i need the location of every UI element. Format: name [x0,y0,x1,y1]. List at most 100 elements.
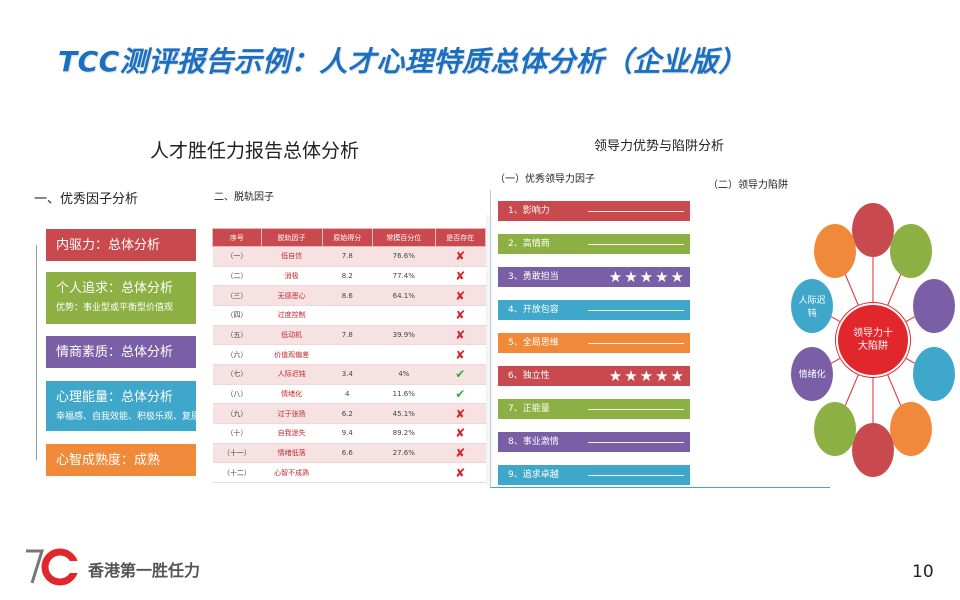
cross-icon: ✘ [455,406,466,421]
trap-label: 人际迟钝 [798,296,826,319]
leadership-trap-heading: （二）领导力陷阱 [708,180,788,191]
factor-title: 心理能量：总体分析 [56,390,174,405]
bar-divider-line [588,211,684,212]
trap-center-label: 领导力十大陷阱 [853,328,893,352]
table-row: （十） 自我迷失 9.4 89.2% ✘ [212,423,486,444]
derail-factor-heading: 二、脱轨因子 [214,192,274,203]
leadership-heading: 领导力优势与陷阱分析 [594,139,725,154]
column-header: 原始得分 [321,228,373,247]
row-number-cell: （三） [212,285,262,306]
leadership-factor-label: 3、勇敢担当 [508,272,559,282]
factor-name-cell: 低自信 [261,246,323,267]
cross-icon: ✘ [455,249,466,264]
cross-icon: ✘ [455,268,466,283]
trap-circle [889,401,932,456]
column-header: 常模百分位 [371,228,436,247]
table-row: （一） 低自信 7.8 76.6% ✘ [212,246,486,267]
percentile-cell: 11.6% [372,384,436,405]
percentile-cell: 64.1% [372,285,436,306]
row-number-cell: （九） [212,403,262,424]
factor-box-5: 心智成熟度：成熟 [46,444,196,476]
cross-icon: ✘ [455,347,466,362]
check-icon: ✔ [455,386,466,401]
factor-name-cell: 无感恩心 [261,285,323,306]
trap-circle [814,401,857,456]
factor-box-4: 心理能量：总体分析 幸福感、自我效能、积极乐观、复原力 [46,381,196,431]
cross-mark-cell: ✘ [435,305,486,326]
leadership-factor-label: 5、全局思维 [508,338,559,348]
factor-desc: 优势：事业型或平衡型价值观 [56,303,174,313]
factor-name-cell: 过于张扬 [261,403,323,424]
cross-mark-cell: ✘ [435,462,486,483]
raw-score-cell: 7.8 [322,246,373,267]
leadership-factor-label: 1、影响力 [508,206,550,216]
factor-title: 心智成熟度：成熟 [56,453,161,468]
table-row: （十一） 情绪低落 6.6 27.6% ✘ [212,443,486,464]
leadership-factor-label: 2、高情商 [508,239,550,249]
trap-circle [912,346,955,401]
trap-circle [852,423,894,477]
column-header: 是否存在 [434,228,487,247]
page-title: TCC测评报告示例：人才心理特质总体分析（企业版） [58,45,747,78]
trap-circle: 情绪化 [791,346,834,401]
percentile-cell: 89.2% [372,423,436,444]
cross-icon: ✘ [455,308,466,323]
percentile-cell: 39.9% [372,325,436,346]
bar-divider-line [588,343,684,344]
cross-icon: ✘ [455,465,466,480]
table-row: （三） 无感恩心 8.6 64.1% ✘ [212,285,486,306]
row-number-cell: （十二） [212,462,262,483]
star-rating-icon: ★★★★★ [608,367,686,385]
factor-box-1: 内驱力：总体分析 [46,229,196,261]
raw-score-cell [322,344,373,365]
trap-circle [814,224,857,278]
bar-divider-line [588,442,684,443]
trap-circle: 人际迟钝 [791,279,834,333]
cross-icon: ✘ [455,327,466,342]
left-report-heading: 人才胜任力报告总体分析 [150,140,360,162]
percentile-cell: 4% [372,364,436,385]
check-mark-cell: ✔ [435,384,486,405]
table-row: （五） 低动机 7.8 39.9% ✘ [212,325,486,346]
factor-box-3: 情商素质：总体分析 [46,336,196,368]
derail-table-body: （一） 低自信 7.8 76.6% ✘ （二） 消极 8.2 77.4% ✘ （三） 无感恩心 8.6 6… [212,246,486,483]
leadership-factor-heading: （一）优秀领导力因子 [495,174,595,185]
table-row: （二） 消极 8.2 77.4% ✘ [212,266,486,287]
cross-mark-cell: ✘ [435,266,486,287]
factor-name-cell: 情绪化 [261,384,323,405]
excellent-factor-heading: 一、优秀因子分析 [34,192,139,207]
table-header-row: 序号 脱轨因子 原始得分 常模百分位 是否存在 [212,228,487,247]
cross-icon: ✘ [455,445,466,460]
leadership-factor-bar: 4、开放包容 [498,300,690,320]
cross-mark-cell: ✘ [435,325,486,346]
table-row: （八） 情绪化 4 11.6% ✔ [212,384,486,405]
row-number-cell: （二） [212,266,262,287]
table-row: （九） 过于张扬 6.2 45.1% ✘ [212,403,486,424]
raw-score-cell: 6.6 [322,443,373,464]
factor-name-cell: 人际迟钝 [261,364,323,385]
factor-title: 个人追求：总体分析 [56,281,174,296]
bar-divider-line [588,310,684,311]
leadership-factor-bar: 7、正能量 [498,399,690,419]
check-mark-cell: ✔ [435,364,486,385]
percentile-cell [372,462,436,483]
trap-circle [889,224,932,278]
factor-title: 内驱力：总体分析 [56,238,161,253]
row-number-cell: （五） [212,325,262,346]
percentile-cell: 76.6% [372,246,436,267]
star-rating-icon: ★★★★★ [608,268,686,286]
leadership-frame [490,190,830,488]
percentile-cell: 77.4% [372,266,436,287]
trap-label: 情绪化 [798,370,826,381]
leadership-factor-label: 7、正能量 [508,404,550,414]
table-row: （十二） 心智不成熟 ✘ [212,462,486,483]
factor-name-cell: 情绪低落 [261,443,323,464]
raw-score-cell: 9.4 [322,423,373,444]
raw-score-cell: 3.4 [322,364,373,385]
row-number-cell: （四） [212,305,262,326]
raw-score-cell: 8.6 [322,285,373,306]
factor-name-cell: 过度控制 [261,305,323,326]
trap-circle [912,279,955,333]
row-number-cell: （一） [212,246,262,267]
cross-mark-cell: ✘ [435,344,486,365]
